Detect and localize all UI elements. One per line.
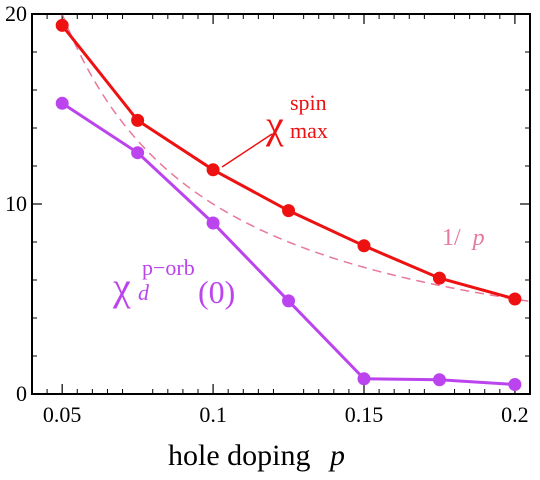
porb-symbol: χ — [112, 264, 131, 309]
chi-d-p-orb-point — [55, 96, 69, 110]
x-tick-label: 0.05 — [43, 402, 82, 427]
x-tick-label: 0.1 — [199, 402, 227, 427]
chi-spin-max-point — [55, 18, 69, 32]
porb-annotation: χ d p−orb (0) — [112, 255, 235, 310]
spin-leader-line — [221, 133, 273, 168]
chi-spin-max-point — [432, 271, 446, 285]
ref-annotation: 1/ p — [442, 225, 485, 251]
chi-d-p-orb-point — [432, 373, 446, 387]
ref-annotation-var: p — [471, 225, 485, 251]
chi-spin-max-point — [282, 204, 296, 218]
spin-superscript: spin — [290, 90, 327, 115]
spin-annotation: χ spin max — [265, 90, 331, 147]
x-axis-label: hole doping p — [168, 439, 345, 472]
porb-subscript: d — [138, 280, 150, 305]
x-axis-label-var: p — [328, 439, 345, 472]
chi-spin-max-point — [508, 292, 522, 306]
chi-spin-max-point — [357, 239, 371, 253]
spin-subscript: max — [290, 118, 328, 143]
chi-spin-max-line — [61, 24, 516, 301]
ref-annotation-num: 1/ — [442, 225, 461, 251]
chi-spin-max-point — [206, 163, 220, 177]
y-tick-label: 20 — [5, 1, 27, 26]
plot-frame — [31, 13, 531, 395]
chi-d-p-orb-point — [508, 378, 522, 391]
reference-curve-1-over-p — [61, 14, 530, 303]
chi-d-p-orb-point — [206, 216, 220, 230]
chi-d-p-orb-point — [357, 372, 371, 386]
chi-d-p-orb-point — [282, 294, 296, 308]
chi-d-p-orb-point — [131, 146, 145, 160]
x-tick-label: 0.15 — [345, 402, 384, 427]
spin-symbol: χ — [265, 102, 284, 147]
chi-spin-max-point — [131, 113, 145, 127]
series-layer — [55, 18, 522, 391]
tick-labels: 0.05 0.1 0.15 0.2 0 10 20 — [5, 1, 529, 427]
porb-superscript: p−orb — [142, 255, 195, 280]
reference-curve-layer — [61, 14, 530, 303]
axis-ticks — [32, 13, 530, 395]
porb-argument: (0) — [198, 274, 235, 310]
y-tick-label: 0 — [16, 381, 27, 406]
y-tick-label: 10 — [5, 191, 27, 216]
x-axis-label-text: hole doping — [168, 439, 311, 472]
x-tick-label: 0.2 — [501, 402, 529, 427]
